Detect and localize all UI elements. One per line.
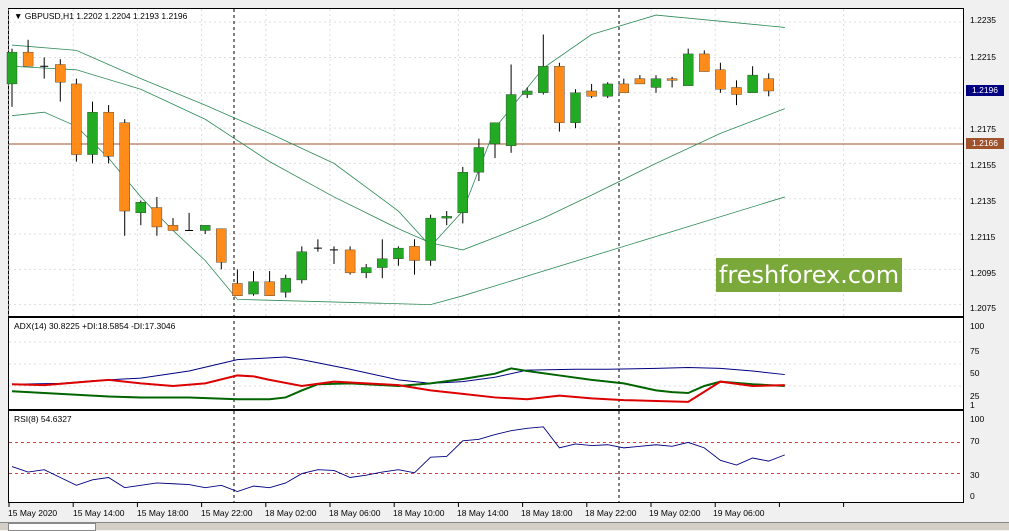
rsi-header: RSI(8) 54.6327 <box>14 414 72 424</box>
brand-watermark: freshforex.com <box>716 258 902 292</box>
time-label: 18 May 22:00 <box>585 508 637 518</box>
candle-bear <box>264 281 275 297</box>
candle-bear <box>22 51 34 67</box>
candle-bull <box>280 277 291 293</box>
candle-bull <box>650 78 662 88</box>
time-label: 18 May 10:00 <box>393 508 445 518</box>
candle-bear <box>409 246 420 261</box>
time-label: 18 May 14:00 <box>457 508 509 518</box>
time-label: 15 May 18:00 <box>137 508 189 518</box>
candle-bear <box>666 78 678 81</box>
rsi-tick: 30 <box>970 470 980 480</box>
candle-bear <box>167 224 179 231</box>
price-tick: 1.2155 <box>970 160 996 170</box>
rsi-tick: 100 <box>970 414 985 424</box>
ohlc-label: 1.2202 1.2204 1.2193 1.2196 <box>76 11 188 21</box>
time-label: 18 May 18:00 <box>521 508 573 518</box>
hline-price-badge: 1.2166 <box>966 138 1004 150</box>
candle-bull <box>489 122 501 145</box>
candle-bull <box>361 267 372 274</box>
bollinger-upper-line <box>11 14 785 247</box>
price-tick: 1.2095 <box>970 268 996 278</box>
adx-tick: 1 <box>970 400 975 410</box>
price-tick: 1.2135 <box>970 196 996 206</box>
price-tick: 1.2175 <box>970 124 996 134</box>
candle-bull <box>457 172 468 214</box>
candle-bear <box>763 78 774 92</box>
candle-bull <box>135 202 147 214</box>
adx-tick: 50 <box>970 368 980 378</box>
candle-bull <box>393 247 404 259</box>
candle-bear <box>71 83 82 155</box>
candle-bear <box>634 78 646 85</box>
candle-bear <box>119 122 130 212</box>
candle-bull <box>522 90 533 95</box>
candle-bull <box>441 216 452 219</box>
candle-bear <box>699 53 710 72</box>
adx-tick: 25 <box>970 391 980 401</box>
candle-bull <box>248 281 259 295</box>
candle-bull <box>505 94 517 146</box>
candle-bull <box>747 74 758 93</box>
current-price-badge: 1.2196 <box>966 85 1004 97</box>
candle-bull <box>538 66 549 93</box>
rsi-tick: 0 <box>970 491 975 501</box>
price-tick: 1.2215 <box>970 52 996 62</box>
candle-bull <box>602 83 613 97</box>
candle-bear <box>216 228 227 263</box>
adx-header: ADX(14) 30.8225 +DI:18.5854 -DI:17.3046 <box>14 321 176 331</box>
candle-bear <box>715 69 726 90</box>
symbol-label: GBPUSD,H1 <box>24 11 74 21</box>
time-label: 19 May 02:00 <box>649 508 701 518</box>
rsi-pane[interactable] <box>8 410 964 503</box>
candle-bear <box>103 111 114 157</box>
time-label: 15 May 2020 <box>8 508 58 518</box>
time-label: 19 May 06:00 <box>713 508 765 518</box>
price-tick: 1.2075 <box>970 303 996 313</box>
rsi-line <box>11 426 785 493</box>
adx-minus_di-line <box>11 374 785 403</box>
time-label: 18 May 02:00 <box>265 508 317 518</box>
dropdown-triangle-icon[interactable]: ▼ <box>14 11 23 21</box>
candle-bear <box>731 87 742 95</box>
rsi-tick: 70 <box>970 436 980 446</box>
candle-bull <box>683 53 694 86</box>
candle-bull <box>473 147 485 173</box>
candle-bear <box>618 83 629 93</box>
price-tick: 1.2235 <box>970 15 996 25</box>
chart-tab-bar <box>0 522 1009 530</box>
chart-tab[interactable] <box>8 523 96 531</box>
candle-bull <box>87 111 98 155</box>
candle-bear <box>232 283 243 297</box>
time-label: 15 May 14:00 <box>73 508 125 518</box>
price-tick: 1.2115 <box>970 232 996 242</box>
candle-bull <box>425 217 436 261</box>
candle-bear <box>151 207 163 228</box>
adx-adx-line <box>11 356 785 385</box>
symbol-header: ▼ GBPUSD,H1 1.2202 1.2204 1.2193 1.2196 <box>14 11 187 21</box>
candle-bull <box>377 258 388 268</box>
candle-bull <box>199 224 211 231</box>
time-label: 18 May 06:00 <box>329 508 381 518</box>
candle-bear <box>55 64 66 83</box>
candle-bear <box>344 249 356 274</box>
candle-bull <box>6 51 18 85</box>
time-label: 15 May 22:00 <box>201 508 253 518</box>
candle-bear <box>554 66 565 123</box>
candle-bull <box>570 92 581 123</box>
adx-plus_di-line <box>11 367 785 401</box>
candle-bear <box>586 90 597 97</box>
adx-tick: 100 <box>970 321 985 331</box>
adx-tick: 75 <box>970 346 980 356</box>
candle-bull <box>296 251 307 281</box>
